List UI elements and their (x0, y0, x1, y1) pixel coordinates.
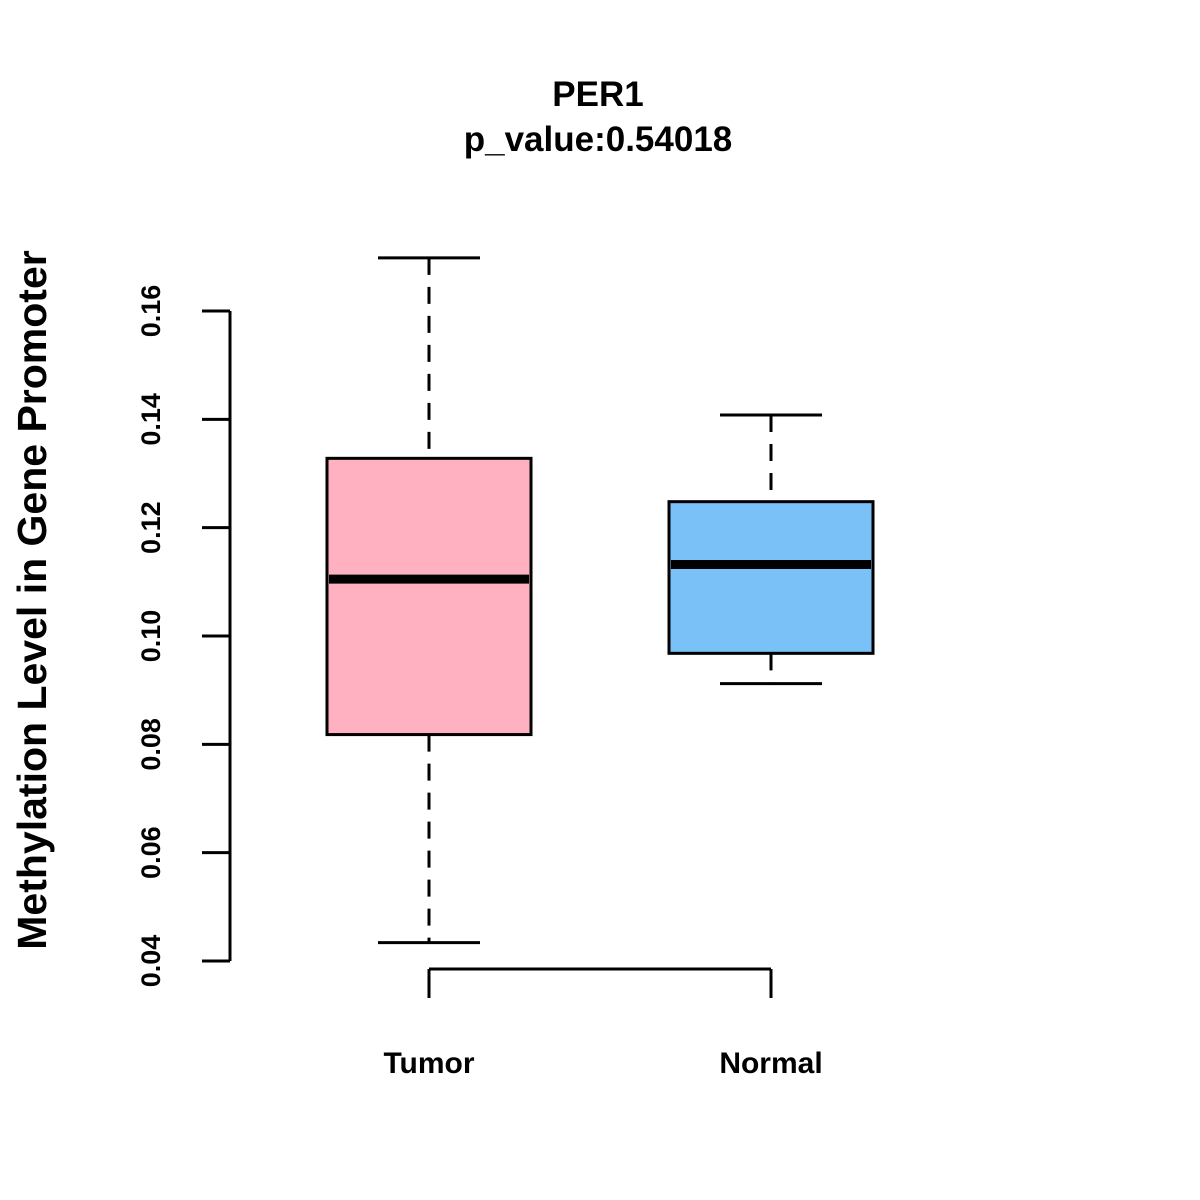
y-tick-label: 0.12 (136, 501, 166, 554)
y-axis-label: Methylation Level in Gene Promoter (9, 250, 55, 949)
y-tick-label: 0.08 (136, 718, 166, 771)
y-tick-label: 0.14 (136, 393, 166, 446)
y-axis: 0.04 0.06 0.08 0.10 0.12 0.14 0.16 (136, 285, 232, 988)
chart-title: PER1 (552, 75, 643, 114)
y-tick-label: 0.06 (136, 826, 166, 879)
y-tick-label: 0.04 (136, 935, 166, 988)
boxes (325, 256, 875, 945)
box-group-normal (667, 413, 875, 686)
box-group-tumor (325, 256, 533, 945)
box-iqr (667, 500, 875, 655)
x-tick-label-tumor: Tumor (383, 1047, 474, 1080)
y-tick-label: 0.16 (136, 285, 166, 338)
box-iqr (325, 456, 533, 737)
x-tick-label-normal: Normal (719, 1047, 822, 1080)
chart-subtitle: p_value:0.54018 (464, 120, 733, 159)
x-axis: Tumor Normal (383, 967, 823, 1080)
y-tick-label: 0.10 (136, 610, 166, 663)
